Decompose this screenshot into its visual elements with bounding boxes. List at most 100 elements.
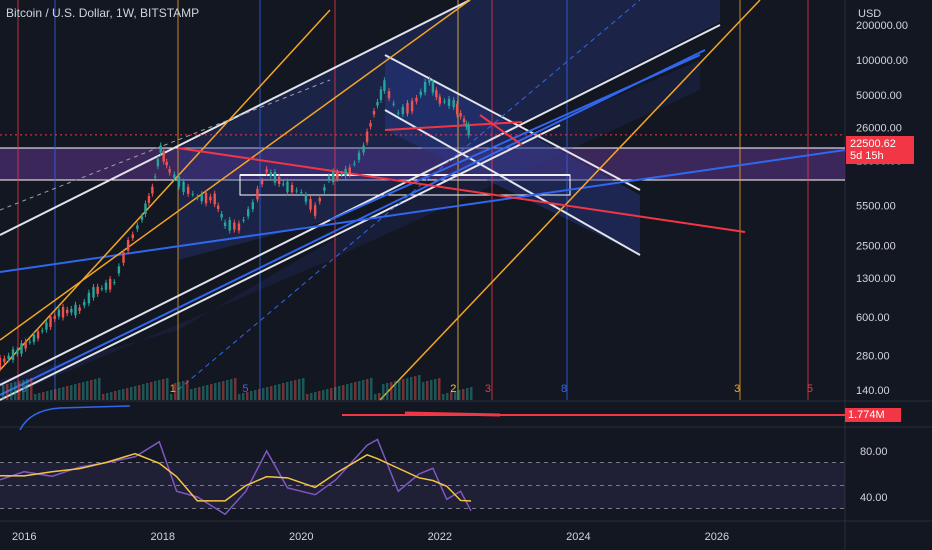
candle-body xyxy=(327,176,331,180)
red-trendline xyxy=(384,121,523,131)
candle-body xyxy=(397,112,400,114)
volume-bar xyxy=(246,392,249,400)
volume-bar xyxy=(382,384,385,400)
volume-bar xyxy=(94,379,97,400)
volume-bar xyxy=(374,394,377,400)
candle-body xyxy=(3,358,6,362)
candle-body xyxy=(7,355,10,360)
volume-bar xyxy=(438,378,441,400)
candle-body xyxy=(104,282,108,290)
price-tick-label: 5500.00 xyxy=(856,201,896,213)
consolidation-box xyxy=(239,174,571,196)
cycle-label: 5 xyxy=(242,383,248,395)
white-trendline xyxy=(0,24,721,386)
volume-bar xyxy=(186,380,189,400)
volume-bar xyxy=(410,377,413,400)
candle-body xyxy=(147,195,151,203)
volume-bar xyxy=(82,382,85,400)
volume-bars xyxy=(2,375,473,400)
candle-body xyxy=(196,197,199,199)
volume-bar xyxy=(86,381,89,400)
volume-bar xyxy=(194,388,197,400)
candle-body xyxy=(465,123,468,128)
candle-body xyxy=(108,278,112,290)
volume-bar xyxy=(426,381,429,400)
candle-body xyxy=(182,181,185,193)
volume-bar xyxy=(122,389,125,400)
volume-bar xyxy=(318,391,321,400)
volume-bar xyxy=(282,383,285,400)
candle-body xyxy=(376,101,379,106)
x-tick-label: 2020 xyxy=(289,531,313,543)
volume-bar xyxy=(66,386,69,400)
price-tick-label: 2500.00 xyxy=(856,240,896,252)
candle-body xyxy=(362,145,365,153)
volume-bar xyxy=(198,387,201,400)
x-tick-label: 2022 xyxy=(428,531,452,543)
volume-bar xyxy=(394,381,397,400)
volume-bar xyxy=(278,384,281,400)
candle-body xyxy=(144,203,147,215)
volume-bar xyxy=(150,382,153,400)
candle-body xyxy=(191,193,194,195)
candle-body xyxy=(340,173,343,175)
candle-body xyxy=(223,222,227,227)
candle-body xyxy=(11,349,15,360)
volume-bar xyxy=(126,388,129,400)
volume-bar xyxy=(46,391,49,400)
candle-body xyxy=(57,309,61,317)
candle-body xyxy=(140,216,144,220)
volume-bar xyxy=(434,379,437,400)
cycle-label: 2 xyxy=(450,383,456,395)
candle-body xyxy=(304,194,308,202)
volume-bar xyxy=(134,386,137,400)
bar-countdown: 5d 15h xyxy=(850,150,884,162)
candle-body xyxy=(369,123,372,127)
candle-body xyxy=(353,163,356,165)
candle-body xyxy=(36,331,40,339)
volume-bar xyxy=(2,385,5,400)
candle-body xyxy=(186,186,190,194)
volume-bar xyxy=(258,389,261,400)
white-trendline xyxy=(0,0,471,236)
candle-body xyxy=(260,180,264,185)
volume-bar xyxy=(254,390,257,400)
volume-bar xyxy=(338,386,341,400)
last-price-badge: 22500.62 5d 15h xyxy=(846,136,914,164)
candle-body xyxy=(300,192,303,194)
orange-trendline xyxy=(0,9,331,371)
candle-body xyxy=(0,357,2,369)
volume-bar xyxy=(366,379,369,400)
candle-body xyxy=(318,197,321,202)
volume-bar xyxy=(170,394,173,400)
volume-bar xyxy=(70,385,73,400)
price-tick-label: 140.00 xyxy=(856,385,890,397)
volume-bar xyxy=(42,392,45,400)
candle-body xyxy=(357,152,361,160)
candle-body xyxy=(265,169,268,173)
candle-body xyxy=(246,209,250,217)
volume-bar xyxy=(450,392,453,400)
volume-bar xyxy=(22,380,25,400)
candle-body xyxy=(156,159,160,167)
candle-body xyxy=(70,308,73,313)
volume-bar xyxy=(138,385,141,400)
volume-bar xyxy=(322,390,325,400)
lower-channel-shade xyxy=(0,60,700,400)
candle-body xyxy=(438,96,442,104)
volume-bar xyxy=(290,381,293,400)
volume-bar xyxy=(458,390,461,400)
volume-bar xyxy=(378,393,381,400)
volume-bar xyxy=(130,387,133,400)
candle-body xyxy=(435,90,438,98)
red-trendline xyxy=(479,114,523,146)
candle-body xyxy=(459,113,462,117)
candle-body xyxy=(136,225,139,229)
volume-bar xyxy=(386,383,389,400)
volume-bar xyxy=(414,376,417,400)
candle-body xyxy=(162,151,165,162)
candle-body xyxy=(455,103,459,115)
candle-body xyxy=(462,118,466,123)
volume-bar xyxy=(250,391,253,400)
